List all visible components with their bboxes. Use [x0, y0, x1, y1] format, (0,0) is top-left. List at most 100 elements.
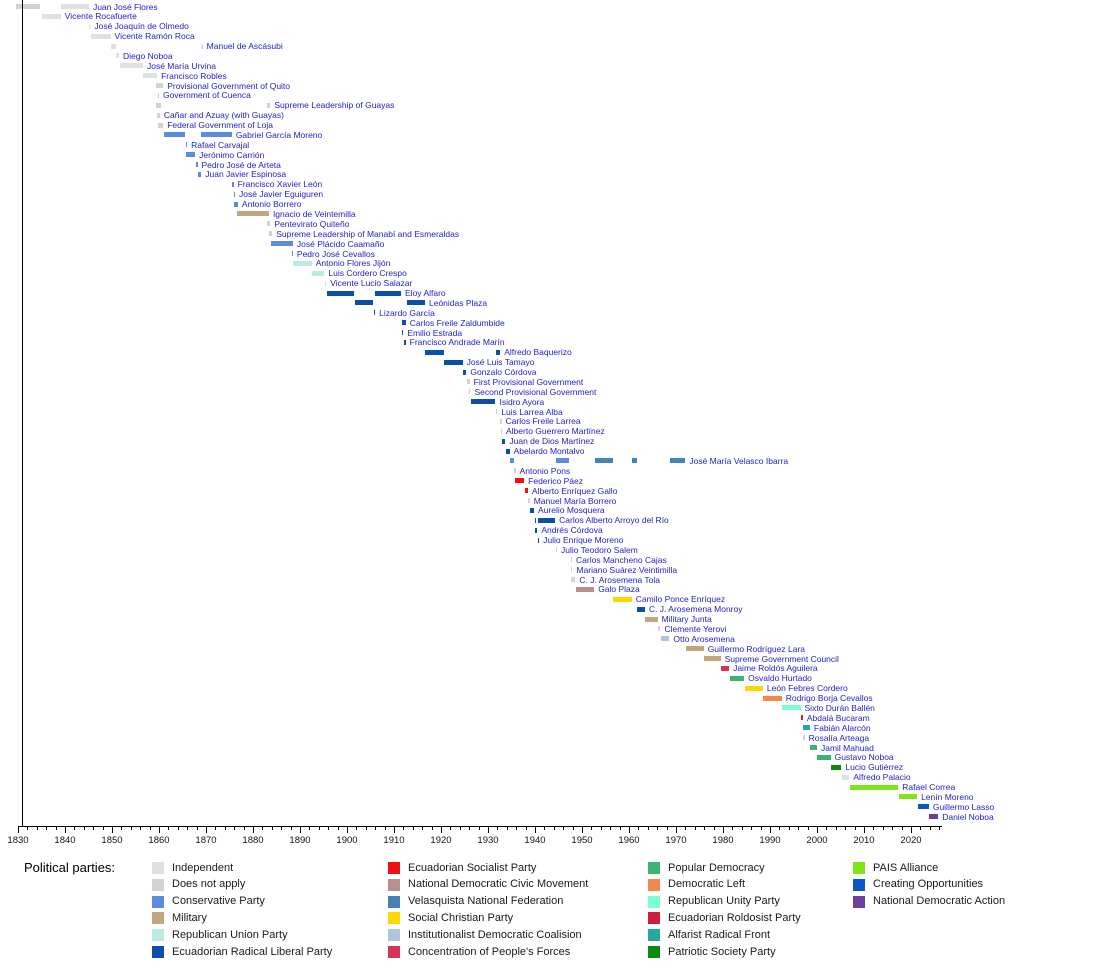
president-label[interactable]: Guillermo Lasso [932, 801, 995, 812]
president-label[interactable]: Abdalá Bucaram [806, 712, 870, 723]
president-label[interactable]: Isidro Ayora [499, 396, 545, 407]
president-label[interactable]: Guillermo Rodríguez Lara [707, 643, 806, 654]
president-label[interactable]: Gonzalo Córdova [470, 367, 537, 378]
president-label[interactable]: Provisional Government of Quito [167, 80, 291, 91]
president-label[interactable]: Luis Larrea Alba [501, 406, 563, 417]
president-label[interactable]: Galo Plaza [598, 584, 640, 595]
president-label[interactable]: Federico Páez [528, 475, 583, 486]
legend-label: Velasquista National Federation [408, 895, 564, 908]
president-label[interactable]: Antonio Flores Jijón [315, 258, 391, 269]
president-label[interactable]: José Luis Tamayo [466, 357, 535, 368]
president-label[interactable]: Rafael Correa [902, 782, 956, 793]
president-label[interactable]: Francisco Xavier León [237, 179, 323, 190]
president-label[interactable]: First Provisional Government [473, 376, 584, 387]
president-label[interactable]: Pentevirato Quiteño [274, 218, 350, 229]
president-label[interactable]: Carlos Freile Zaldumbide [409, 317, 505, 328]
president-label[interactable]: José María Urvina [146, 60, 216, 71]
president-label[interactable]: Alfredo Baquerizo [504, 347, 572, 358]
president-label[interactable]: Jaime Roldós Aguilera [733, 663, 818, 674]
president-term-bar [721, 665, 730, 671]
president-label[interactable]: Luis Cordero Crespo [328, 268, 407, 279]
axis-tick-label: 1950 [571, 835, 593, 846]
president-label[interactable]: Antonio Pons [519, 465, 571, 476]
axis-minor-tick [553, 827, 555, 830]
president-label[interactable]: Government of Cuenca [162, 90, 251, 101]
president-label[interactable]: Gustavo Noboa [834, 752, 894, 763]
president-label[interactable]: Otto Arosemena [673, 633, 735, 644]
president-term-bar [763, 695, 782, 701]
president-label[interactable]: José Joaquín de Olmedo [94, 21, 189, 32]
president-label[interactable]: Emilio Estrada [407, 327, 463, 338]
president-label[interactable]: Francisco Andrade Marín [409, 337, 505, 348]
president-label[interactable]: José Javier Eguiguren [239, 189, 324, 200]
president-label[interactable]: Lizardo García [379, 307, 435, 318]
president-label[interactable]: Camilo Ponce Enríquez [635, 594, 726, 605]
term-tick-mark [401, 330, 404, 336]
president-term-bar [233, 201, 238, 207]
president-label[interactable]: Pedro José de Arteta [201, 159, 281, 170]
president-label[interactable]: Eloy Alfaro [405, 288, 446, 299]
president-label[interactable]: Sixto Durán Ballén [804, 702, 875, 713]
president-label[interactable]: Andrés Córdova [541, 525, 603, 536]
president-label[interactable]: Cañar and Azuay (with Guayas) [163, 110, 284, 121]
president-label[interactable]: Vicente Rocafuerte [64, 11, 137, 22]
president-term-bar [406, 300, 425, 306]
president-label[interactable]: Fabián Alarcón [813, 722, 871, 733]
axis-minor-tick [337, 827, 339, 830]
president-label[interactable]: León Febres Cordero [766, 683, 848, 694]
term-tick-mark [373, 310, 376, 316]
president-label[interactable]: Vicente Lucio Salazar [330, 278, 413, 289]
president-label[interactable]: Gabriel García Moreno [235, 129, 323, 140]
president-label[interactable]: Federal Government of Loja [167, 120, 274, 131]
legend-swatch [152, 912, 164, 925]
president-label[interactable]: Lenín Moreno [921, 791, 974, 802]
president-label[interactable]: Osvaldo Hurtado [748, 673, 812, 684]
president-term-bar [685, 646, 704, 652]
president-label[interactable]: Diego Noboa [123, 50, 173, 61]
president-label[interactable]: José Plácido Caamaño [296, 238, 385, 249]
president-label[interactable]: Mariano Suárez Veintimilla [576, 564, 678, 575]
president-label[interactable]: Jerónimo Carrión [199, 149, 265, 160]
president-label[interactable]: Leónidas Plaza [428, 297, 488, 308]
president-label[interactable]: Julio Teodoro Salem [560, 544, 638, 555]
president-label[interactable]: Aurelio Mosquera [538, 505, 605, 516]
president-label[interactable]: Lucio Gutiérrez [845, 762, 904, 773]
axis-minor-tick [431, 827, 433, 830]
president-label[interactable]: Carlos Mancheno Cajas [576, 554, 667, 565]
president-label[interactable]: Francisco Robles [161, 70, 227, 81]
president-label[interactable]: Military Junta [661, 614, 712, 625]
president-label[interactable]: Antonio Borrero [241, 199, 302, 210]
president-label[interactable]: Juan José Flores [92, 1, 158, 12]
president-label[interactable]: Alberto Guerrero Martínez [505, 426, 605, 437]
president-label[interactable]: Juan Javier Espinosa [205, 169, 287, 180]
president-term-bar [293, 260, 312, 266]
president-label[interactable]: Ignacio de Veintemilla [272, 208, 356, 219]
president-label[interactable]: Manuel María Borrero [533, 495, 617, 506]
president-label[interactable]: Abelardo Montalvo [513, 446, 585, 457]
president-label[interactable]: José María Velasco Ibarra [689, 455, 789, 466]
president-label[interactable]: Daniel Noboa [942, 811, 994, 822]
axis-minor-tick [149, 827, 151, 830]
president-label[interactable]: Juan de Dios Martínez [509, 436, 595, 447]
president-label[interactable]: Julio Enrique Moreno [543, 535, 624, 546]
president-label[interactable]: Rosalía Arteaga [808, 732, 870, 743]
president-label[interactable]: Alberto Enríquez Gallo [531, 485, 618, 496]
president-label[interactable]: Pedro José Cevallos [296, 248, 375, 259]
president-label[interactable]: Second Provisional Government [474, 386, 597, 397]
president-label[interactable]: Supreme Leadership of Manabí and Esmeral… [276, 228, 460, 239]
president-label[interactable]: Carlos Alberto Arroyo del Río [559, 515, 669, 526]
president-label[interactable]: C. J. Arosemena Tola [579, 574, 661, 585]
president-label[interactable]: Rodrigo Borja Cevallos [785, 693, 873, 704]
president-label[interactable]: Jamil Mahuad [820, 742, 874, 753]
president-label[interactable]: Supreme Leadership of Guayas [274, 100, 395, 111]
president-label[interactable]: Clemente Yerovi [664, 623, 727, 634]
president-label[interactable]: Rafael Carvajal [191, 139, 250, 150]
president-label[interactable]: Vicente Ramón Roca [114, 31, 195, 42]
president-label[interactable]: Alfredo Palacio [853, 772, 911, 783]
president-label[interactable]: Carlos Freile Larrea [505, 416, 581, 427]
axis-major-tick [65, 827, 66, 833]
president-term-bar [645, 616, 658, 622]
president-label[interactable]: C. J. Arosemena Monroy [648, 604, 743, 615]
president-label[interactable]: Manuel de Ascásubi [206, 41, 283, 52]
president-label[interactable]: Supreme Government Council [724, 653, 839, 664]
